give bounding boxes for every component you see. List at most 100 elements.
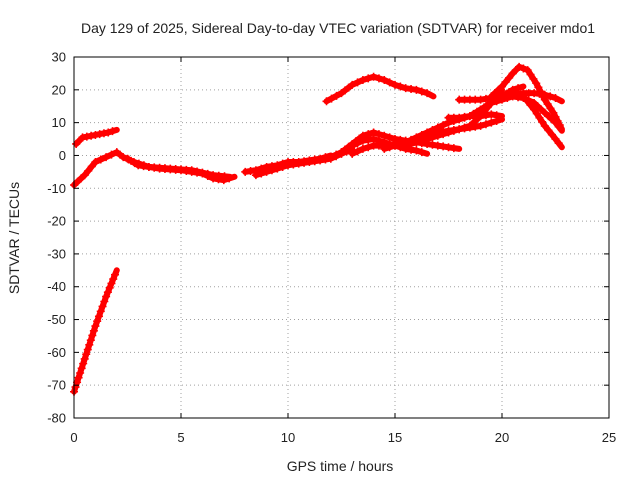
series-track-1 bbox=[70, 267, 120, 396]
data-point bbox=[144, 162, 153, 171]
y-tick-label: -20 bbox=[47, 214, 66, 229]
data-point bbox=[93, 317, 102, 326]
data-point bbox=[85, 340, 94, 349]
y-tick-label: 0 bbox=[59, 148, 66, 163]
data-point bbox=[82, 350, 91, 359]
data-point bbox=[294, 159, 303, 168]
data-point bbox=[543, 100, 552, 109]
data-point bbox=[203, 171, 212, 180]
data-point bbox=[108, 127, 117, 136]
data-point bbox=[385, 133, 394, 142]
x-tick-label: 10 bbox=[281, 430, 295, 445]
data-point bbox=[374, 130, 383, 139]
data-point bbox=[369, 128, 378, 137]
data-point bbox=[544, 126, 553, 135]
data-point bbox=[380, 75, 389, 84]
data-point bbox=[391, 141, 399, 150]
data-point bbox=[476, 95, 485, 104]
data-point bbox=[80, 354, 89, 363]
data-point bbox=[150, 163, 159, 172]
data-point bbox=[385, 78, 394, 87]
data-point bbox=[417, 87, 426, 96]
data-point bbox=[534, 83, 543, 92]
data-point bbox=[439, 121, 448, 130]
data-point bbox=[481, 111, 490, 120]
data-point bbox=[284, 161, 292, 170]
data-point bbox=[300, 158, 309, 167]
data-point bbox=[449, 126, 458, 135]
series-track-7 bbox=[322, 72, 437, 106]
data-point bbox=[358, 144, 367, 153]
data-point bbox=[257, 169, 266, 178]
data-point bbox=[385, 143, 394, 152]
data-point bbox=[267, 166, 276, 175]
data-point bbox=[417, 148, 426, 157]
data-point bbox=[554, 122, 563, 131]
data-point bbox=[71, 383, 80, 392]
data-point bbox=[455, 125, 464, 134]
data-point bbox=[84, 166, 93, 175]
data-point bbox=[423, 135, 432, 144]
y-tick-label: -50 bbox=[47, 312, 66, 327]
data-point bbox=[77, 364, 86, 373]
data-point bbox=[182, 167, 191, 176]
data-point bbox=[251, 171, 260, 180]
data-point bbox=[519, 64, 528, 73]
data-point bbox=[99, 129, 108, 138]
data-point bbox=[530, 89, 539, 98]
data-point bbox=[412, 85, 421, 94]
data-point bbox=[98, 302, 107, 311]
data-point bbox=[460, 123, 469, 132]
data-point bbox=[353, 147, 362, 156]
data-point bbox=[364, 130, 373, 139]
data-point bbox=[327, 94, 336, 103]
data-point bbox=[487, 110, 496, 119]
data-point bbox=[428, 126, 437, 135]
data-point bbox=[481, 94, 490, 103]
y-tick-label: -40 bbox=[47, 279, 66, 294]
data-point bbox=[538, 117, 547, 126]
data-point bbox=[380, 144, 389, 153]
data-point bbox=[412, 138, 421, 147]
data-point bbox=[358, 75, 367, 84]
data-point bbox=[332, 150, 341, 159]
axis-ticks: 0 5 10 15 20 25 -80 -70 -60 -50 -40 -30 -20 -10 0 10 20 3… bbox=[47, 50, 616, 446]
data-point bbox=[396, 82, 405, 91]
data-point bbox=[321, 155, 330, 164]
y-tick-label: -80 bbox=[47, 411, 66, 426]
series-line bbox=[323, 73, 437, 105]
data-point bbox=[538, 91, 547, 100]
y-tick-label: -30 bbox=[47, 246, 66, 261]
data-point bbox=[407, 139, 416, 148]
data-point bbox=[444, 128, 453, 137]
data-point bbox=[100, 297, 109, 306]
data-point bbox=[111, 270, 120, 279]
data-point bbox=[401, 84, 410, 93]
data-point bbox=[455, 113, 464, 122]
data-point bbox=[80, 171, 89, 180]
data-point bbox=[214, 175, 223, 184]
data-point bbox=[407, 84, 416, 93]
data-point bbox=[310, 157, 319, 166]
data-point bbox=[322, 97, 331, 106]
data-point bbox=[103, 288, 112, 297]
x-axis-label: GPS time / hours bbox=[287, 458, 394, 474]
data-point bbox=[102, 153, 111, 162]
data-point bbox=[87, 162, 96, 171]
data-point bbox=[487, 98, 496, 107]
data-point bbox=[96, 307, 105, 316]
data-point bbox=[82, 132, 91, 141]
data-point bbox=[433, 141, 442, 150]
data-point bbox=[546, 104, 555, 113]
data-point bbox=[74, 373, 83, 382]
data-point bbox=[348, 80, 357, 89]
data-point bbox=[89, 326, 98, 335]
data-point bbox=[104, 128, 113, 137]
data-point bbox=[503, 94, 512, 103]
data-point bbox=[91, 322, 100, 331]
data-point bbox=[487, 118, 496, 127]
x-tick-label: 15 bbox=[388, 430, 402, 445]
data-point bbox=[187, 167, 196, 176]
data-point bbox=[79, 359, 88, 368]
data-point bbox=[209, 174, 218, 183]
